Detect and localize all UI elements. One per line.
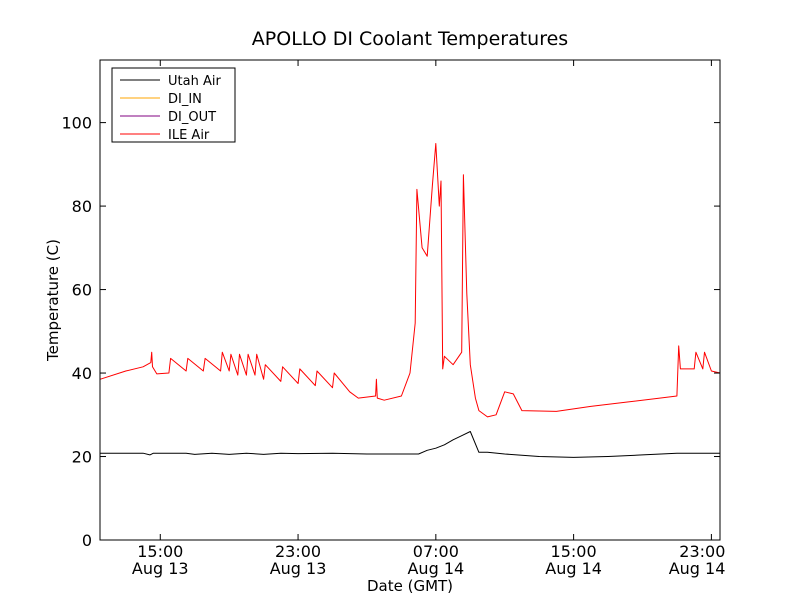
plot-lines (99, 143, 721, 458)
x-tick-time-label: 15:00 (137, 542, 183, 561)
legend-label: DI_IN (168, 92, 202, 107)
x-tick-time-label: 23:00 (679, 542, 725, 561)
y-axis-label: Temperature (C) (44, 239, 62, 362)
y-tick-label: 80 (72, 197, 92, 216)
series-line-ile-air (99, 143, 721, 418)
x-tick-date-label: Aug 14 (669, 559, 726, 578)
x-tick-date-label: Aug 13 (132, 559, 189, 578)
x-tick-date-label: Aug 14 (407, 559, 464, 578)
y-tick-label: 40 (72, 364, 92, 383)
x-tick-time-label: 15:00 (551, 542, 597, 561)
y-tick-label: 0 (82, 531, 92, 550)
legend-label: Utah Air (168, 74, 221, 89)
x-tick-time-label: 07:00 (413, 542, 459, 561)
plot-frame (99, 59, 721, 541)
series-line-utah-air (100, 431, 720, 458)
y-tick-label: 100 (61, 114, 92, 133)
legend-label: ILE Air (168, 128, 210, 143)
legend: Utah Air DI_IN DI_OUT ILE Air (111, 67, 236, 143)
y-tick-label: 60 (72, 281, 92, 300)
x-tick-date-label: Aug 14 (545, 559, 602, 578)
x-tick-time-label: 23:00 (275, 542, 321, 561)
y-tick-label: 20 (72, 448, 92, 467)
legend-label: DI_OUT (168, 110, 216, 125)
x-tick-date-label: Aug 13 (270, 559, 327, 578)
x-axis-label: Date (GMT) (367, 577, 453, 595)
chart-title: APOLLO DI Coolant Temperatures (252, 28, 568, 50)
